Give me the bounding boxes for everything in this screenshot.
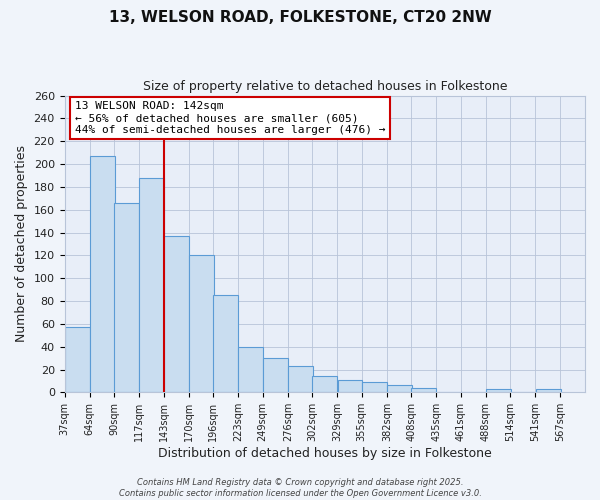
Y-axis label: Number of detached properties: Number of detached properties [15, 146, 28, 342]
Bar [238, 346, 263, 393]
Text: Contains HM Land Registry data © Crown copyright and database right 2025.
Contai: Contains HM Land Registry data © Crown c… [119, 478, 481, 498]
Bar [536, 389, 560, 392]
Bar [312, 376, 337, 392]
Bar [486, 389, 511, 392]
Bar [288, 366, 313, 392]
Text: 13, WELSON ROAD, FOLKESTONE, CT20 2NW: 13, WELSON ROAD, FOLKESTONE, CT20 2NW [109, 10, 491, 25]
Bar [213, 296, 238, 392]
Bar [139, 178, 164, 392]
Bar [412, 388, 436, 392]
Bar [189, 256, 214, 392]
X-axis label: Distribution of detached houses by size in Folkestone: Distribution of detached houses by size … [158, 447, 491, 460]
Bar [164, 236, 188, 392]
Bar [387, 386, 412, 392]
Bar [65, 328, 89, 392]
Title: Size of property relative to detached houses in Folkestone: Size of property relative to detached ho… [143, 80, 507, 93]
Text: 13 WELSON ROAD: 142sqm
← 56% of detached houses are smaller (605)
44% of semi-de: 13 WELSON ROAD: 142sqm ← 56% of detached… [75, 102, 385, 134]
Bar [263, 358, 288, 392]
Bar [114, 203, 139, 392]
Bar [338, 380, 362, 392]
Bar [362, 382, 387, 392]
Bar [90, 156, 115, 392]
